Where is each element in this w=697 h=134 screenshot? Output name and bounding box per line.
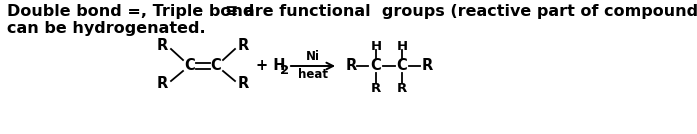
Text: R: R: [157, 77, 168, 92]
Text: R: R: [157, 38, 168, 53]
Text: can be hydrogenated.: can be hydrogenated.: [7, 21, 206, 36]
Text: R: R: [422, 59, 434, 74]
Text: C: C: [371, 59, 381, 74]
Text: R: R: [238, 77, 250, 92]
Text: R: R: [371, 81, 381, 94]
Text: R: R: [397, 81, 407, 94]
Text: H: H: [370, 40, 381, 53]
Text: + H: + H: [256, 59, 286, 74]
Text: H: H: [397, 40, 408, 53]
Text: 2: 2: [280, 64, 289, 77]
Text: R: R: [346, 59, 358, 74]
Text: R: R: [238, 38, 250, 53]
Text: heat: heat: [298, 68, 328, 81]
Text: Double bond =, Triple bond: Double bond =, Triple bond: [7, 4, 254, 19]
Text: ≡ are functional  groups (reactive part of compounds) which: ≡ are functional groups (reactive part o…: [225, 4, 697, 19]
Text: C: C: [210, 59, 222, 74]
Text: Ni: Ni: [306, 49, 320, 62]
Text: C: C: [397, 59, 407, 74]
Text: C: C: [185, 59, 195, 74]
